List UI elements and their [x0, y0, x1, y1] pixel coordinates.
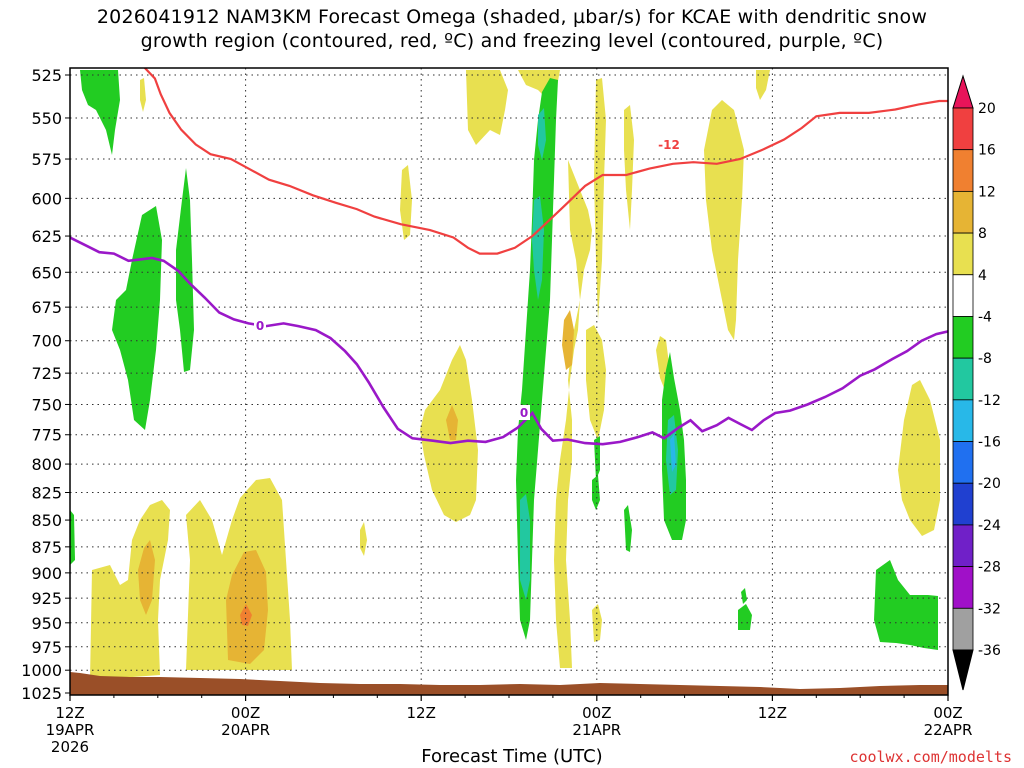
colorbar-label: -28 [978, 560, 1001, 576]
y-tick-label: 725 [31, 364, 62, 383]
colorbar-swatch [952, 274, 974, 317]
y-tick-label: 625 [31, 227, 62, 246]
colorbar-label: -32 [978, 601, 1001, 617]
colorbar-label: 8 [978, 226, 987, 242]
omega-shading [70, 70, 940, 680]
y-tick-label: 975 [31, 638, 62, 657]
freezing-level-contour-line [70, 236, 948, 446]
colorbar: 20 16 12 8 4 -4 -8 -12 -16 -20 -24 -28 -32 -36 [952, 74, 1001, 691]
y-tick-label: 950 [31, 614, 62, 633]
x-tick-label: 00Z [582, 704, 611, 722]
contour-label-zero-1: 0 [256, 319, 264, 333]
omega-yellow-regions [90, 70, 940, 680]
colorbar-label: 12 [978, 184, 996, 200]
x-tick-label: 12Z [55, 704, 84, 722]
y-tick-label: 575 [31, 150, 62, 169]
colorbar-swatch [952, 232, 974, 276]
y-tick-label: 800 [31, 455, 62, 474]
colorbar-swatch [952, 524, 974, 568]
y-axis: 525 550 575 600 625 650 675 700 725 750 775 800 825 8… [21, 66, 70, 703]
colorbar-swatch-top [952, 74, 974, 109]
y-tick-label: 550 [31, 109, 62, 128]
y-tick-label: 650 [31, 263, 62, 282]
omega-blue-regions [670, 434, 676, 472]
colorbar-swatch [952, 607, 974, 651]
colorbar-swatch [952, 316, 974, 359]
x-tick-year-label: 2026 [51, 738, 89, 756]
x-tick-date-label: 20APR [221, 721, 270, 739]
colorbar-swatch [952, 190, 974, 234]
y-tick-label: 700 [31, 332, 62, 351]
colorbar-label: 16 [978, 143, 996, 159]
colorbar-swatch [952, 357, 974, 401]
y-tick-label: 1025 [21, 684, 62, 703]
colorbar-label: 4 [978, 268, 987, 284]
y-tick-label: 675 [31, 298, 62, 317]
x-tick-label: 12Z [758, 704, 787, 722]
grid-lines [70, 68, 948, 695]
colorbar-label: -24 [978, 518, 1001, 534]
colorbar-label: -20 [978, 476, 1001, 492]
y-tick-label: 1000 [21, 661, 62, 680]
y-tick-label: 900 [31, 564, 62, 583]
colorbar-swatch-bottom [952, 649, 974, 691]
chart-title-line-2: growth region (contoured, red, ºC) and f… [140, 30, 884, 52]
y-tick-label: 825 [31, 483, 62, 502]
colorbar-label: -12 [978, 393, 1001, 409]
contour-label-minus12: -12 [658, 138, 680, 152]
colorbar-swatch [952, 399, 974, 442]
contour-labels: -12 0 0 [254, 137, 686, 420]
colorbar-label: -16 [978, 435, 1001, 451]
x-tick-label: 00Z [231, 704, 260, 722]
contour-label-zero-2: 0 [520, 406, 528, 420]
x-axis-title: Forecast Time (UTC) [421, 746, 603, 767]
x-tick-label: 12Z [407, 704, 436, 722]
colorbar-label: -4 [978, 309, 992, 325]
y-tick-label: 600 [31, 189, 62, 208]
dgz-contour-line-minus12 [143, 68, 948, 255]
colorbar-swatch [952, 441, 974, 484]
colorbar-label: 20 [978, 101, 996, 117]
x-tick-date-label: 21APR [572, 721, 621, 739]
omega-red-regions [240, 604, 252, 626]
colorbar-swatch [952, 482, 974, 526]
colorbar-label: -8 [978, 351, 992, 367]
credit-text: coolwx.com/modelts [849, 748, 1012, 766]
y-tick-label: 525 [31, 66, 62, 85]
chart-title-line-1: 2026041912 NAM3KM Forecast Omega (shaded… [96, 6, 928, 28]
colorbar-swatch [952, 566, 974, 609]
y-tick-label: 925 [31, 589, 62, 608]
colorbar-swatch [952, 107, 974, 151]
y-tick-label: 775 [31, 426, 62, 445]
colorbar-swatch [952, 149, 974, 192]
y-tick-label: 875 [31, 538, 62, 557]
x-tick-label: 00Z [933, 704, 962, 722]
colorbar-label: -36 [978, 643, 1001, 659]
x-tick-date-label: 22APR [924, 721, 973, 739]
y-tick-label: 850 [31, 511, 62, 530]
temperature-contours [70, 68, 948, 446]
terrain-fill [70, 672, 948, 695]
x-tick-date-label: 19APR [46, 721, 95, 739]
y-tick-label: 750 [31, 395, 62, 414]
